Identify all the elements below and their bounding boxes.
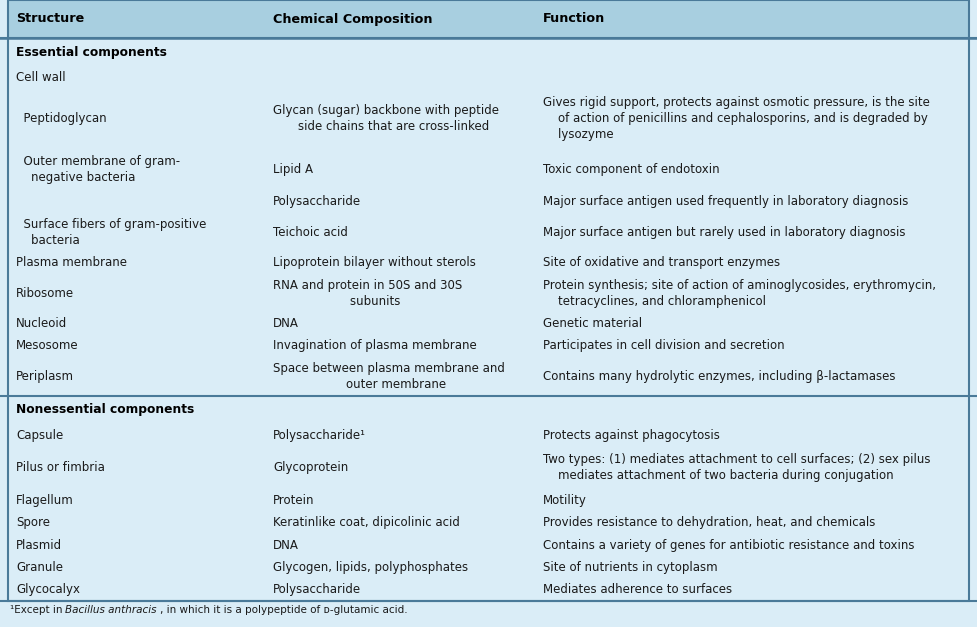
Bar xyxy=(8,274,969,312)
Text: Peptidoglycan: Peptidoglycan xyxy=(16,112,106,125)
Text: Teichoic acid: Teichoic acid xyxy=(273,226,348,239)
Bar xyxy=(8,191,969,213)
Text: Lipid A: Lipid A xyxy=(273,162,313,176)
Text: Nonessential components: Nonessential components xyxy=(16,403,194,416)
Text: Bacillus anthracis: Bacillus anthracis xyxy=(65,605,156,615)
Text: Granule: Granule xyxy=(16,561,63,574)
Text: Two types: (1) mediates attachment to cell surfaces; (2) sex pilus
    mediates : Two types: (1) mediates attachment to ce… xyxy=(543,453,930,482)
Text: Polysaccharide: Polysaccharide xyxy=(273,195,361,208)
Text: Toxic component of endotoxin: Toxic component of endotoxin xyxy=(543,162,720,176)
Bar xyxy=(8,556,969,579)
Bar xyxy=(8,357,969,396)
Text: Structure: Structure xyxy=(16,13,84,26)
Text: Plasmid: Plasmid xyxy=(16,539,63,552)
Text: Chemical Composition: Chemical Composition xyxy=(273,13,433,26)
Text: Protein synthesis; site of action of aminoglycosides, erythromycin,
    tetracyc: Protein synthesis; site of action of ami… xyxy=(543,278,936,308)
Bar xyxy=(8,512,969,534)
Bar xyxy=(8,66,969,89)
Text: Glycocalyx: Glycocalyx xyxy=(16,583,80,596)
Text: Contains a variety of genes for antibiotic resistance and toxins: Contains a variety of genes for antibiot… xyxy=(543,539,914,552)
Text: DNA: DNA xyxy=(273,317,299,330)
Text: Space between plasma membrane and
    outer membrane: Space between plasma membrane and outer … xyxy=(273,362,505,391)
Text: Polysaccharide¹: Polysaccharide¹ xyxy=(273,429,366,442)
Text: ¹Except in: ¹Except in xyxy=(10,605,65,615)
Text: Contains many hydrolytic enzymes, including β-lactamases: Contains many hydrolytic enzymes, includ… xyxy=(543,370,896,383)
Text: Flagellum: Flagellum xyxy=(16,494,73,507)
Text: Essential components: Essential components xyxy=(16,46,167,59)
Bar xyxy=(8,213,969,251)
Text: Site of oxidative and transport enzymes: Site of oxidative and transport enzymes xyxy=(543,256,780,269)
Text: Polysaccharide: Polysaccharide xyxy=(273,583,361,596)
Text: Spore: Spore xyxy=(16,516,50,529)
Text: DNA: DNA xyxy=(273,539,299,552)
Text: Outer membrane of gram-
    negative bacteria: Outer membrane of gram- negative bacteri… xyxy=(16,155,180,184)
Text: Surface fibers of gram-positive
    bacteria: Surface fibers of gram-positive bacteria xyxy=(16,218,206,246)
Text: Mediates adherence to surfaces: Mediates adherence to surfaces xyxy=(543,583,732,596)
Bar xyxy=(8,148,969,191)
Text: Ribosome: Ribosome xyxy=(16,287,74,300)
Bar xyxy=(8,0,969,38)
Text: Keratinlike coat, dipicolinic acid: Keratinlike coat, dipicolinic acid xyxy=(273,516,460,529)
Text: Major surface antigen but rarely used in laboratory diagnosis: Major surface antigen but rarely used in… xyxy=(543,226,906,239)
Bar xyxy=(8,446,969,489)
Text: Cell wall: Cell wall xyxy=(16,71,65,84)
Text: Lipoprotein bilayer without sterols: Lipoprotein bilayer without sterols xyxy=(273,256,476,269)
Text: , in which it is a polypeptide of ᴅ-glutamic acid.: , in which it is a polypeptide of ᴅ-glut… xyxy=(160,605,407,615)
Bar xyxy=(8,489,969,512)
Text: Protects against phagocytosis: Protects against phagocytosis xyxy=(543,429,720,442)
Text: RNA and protein in 50S and 30S
    subunits: RNA and protein in 50S and 30S subunits xyxy=(273,278,462,308)
Text: Gives rigid support, protects against osmotic pressure, is the site
    of actio: Gives rigid support, protects against os… xyxy=(543,96,930,141)
Bar xyxy=(8,335,969,357)
Text: Plasma membrane: Plasma membrane xyxy=(16,256,127,269)
Text: Function: Function xyxy=(543,13,605,26)
Bar xyxy=(8,312,969,335)
Text: Site of nutrients in cytoplasm: Site of nutrients in cytoplasm xyxy=(543,561,718,574)
Bar xyxy=(8,251,969,274)
Bar xyxy=(8,38,969,66)
Text: Protein: Protein xyxy=(273,494,315,507)
Text: Participates in cell division and secretion: Participates in cell division and secret… xyxy=(543,339,785,352)
Text: Glycogen, lipids, polyphosphates: Glycogen, lipids, polyphosphates xyxy=(273,561,468,574)
Bar xyxy=(8,579,969,601)
Text: Nucleoid: Nucleoid xyxy=(16,317,67,330)
Bar xyxy=(8,424,969,446)
Bar xyxy=(8,396,969,424)
Text: Provides resistance to dehydration, heat, and chemicals: Provides resistance to dehydration, heat… xyxy=(543,516,875,529)
Text: Pilus or fimbria: Pilus or fimbria xyxy=(16,461,105,475)
Bar xyxy=(8,534,969,556)
Text: Periplasm: Periplasm xyxy=(16,370,74,383)
Text: Capsule: Capsule xyxy=(16,429,64,442)
Text: Major surface antigen used frequently in laboratory diagnosis: Major surface antigen used frequently in… xyxy=(543,195,909,208)
Text: Invagination of plasma membrane: Invagination of plasma membrane xyxy=(273,339,477,352)
Text: Glycoprotein: Glycoprotein xyxy=(273,461,348,475)
Text: Glycan (sugar) backbone with peptide
    side chains that are cross-linked: Glycan (sugar) backbone with peptide sid… xyxy=(273,104,499,133)
Text: Motility: Motility xyxy=(543,494,587,507)
Bar xyxy=(8,89,969,148)
Text: Mesosome: Mesosome xyxy=(16,339,78,352)
Text: Genetic material: Genetic material xyxy=(543,317,642,330)
